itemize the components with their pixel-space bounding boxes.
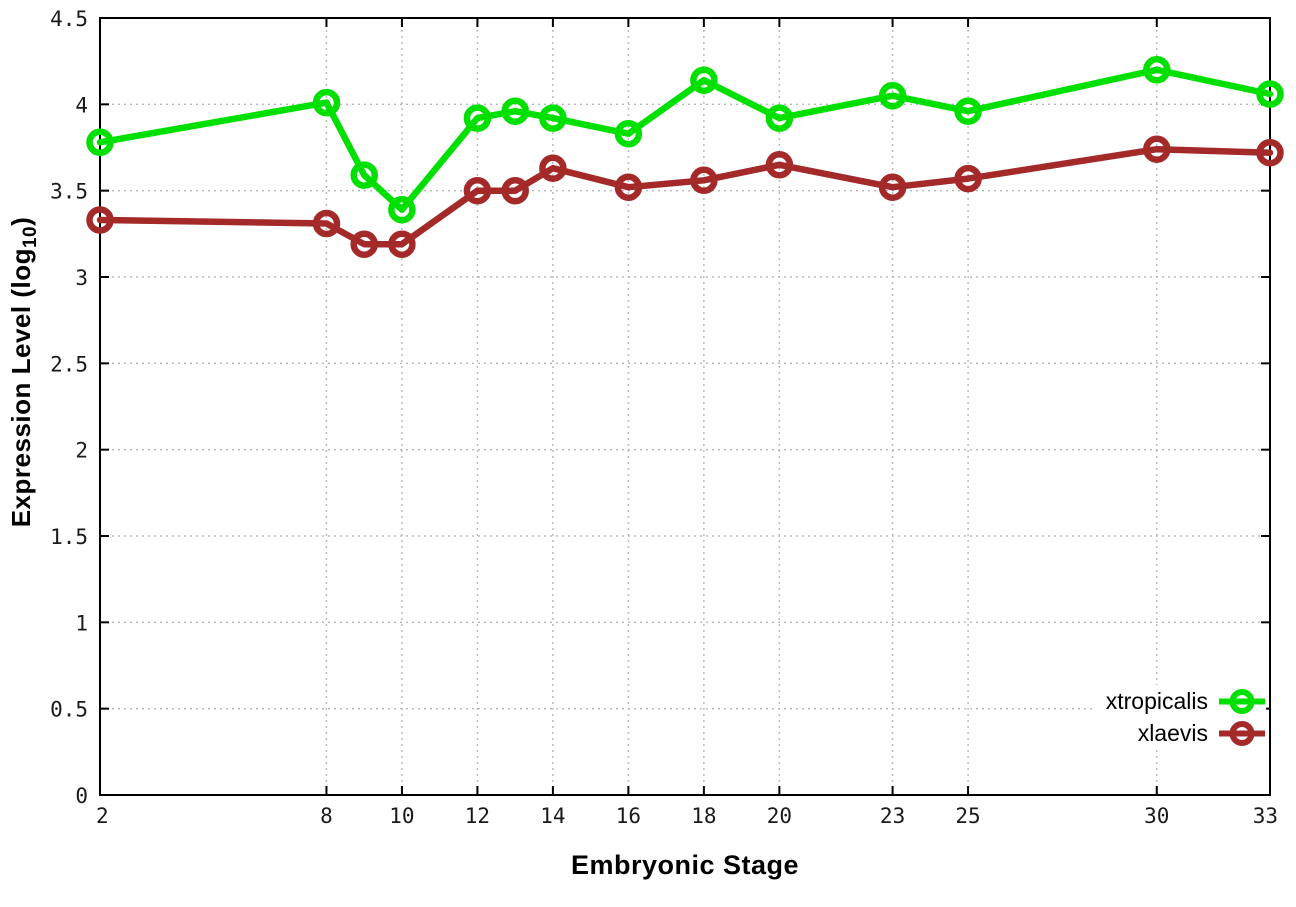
legend-marker-icon <box>1219 689 1265 714</box>
y-tick-label: 1 <box>75 611 88 635</box>
plot-border <box>99 17 1271 796</box>
data-point-marker <box>501 97 529 125</box>
legend: xtropicalis xlaevis <box>1091 685 1266 750</box>
series-xtropicalis <box>86 56 1284 224</box>
y-axis-title-suffix: ) <box>5 216 36 226</box>
x-tick-label: 2 <box>96 804 109 828</box>
data-point-marker <box>1143 56 1171 84</box>
y-tick-label: 0 <box>75 784 88 808</box>
legend-label: xlaevis <box>1137 720 1208 746</box>
y-tick-label: 3.5 <box>50 180 88 204</box>
data-point-marker <box>539 104 567 132</box>
data-point-marker <box>1143 135 1171 163</box>
series-line-xlaevis <box>96 145 1274 248</box>
data-point-marker <box>350 230 378 258</box>
x-tick-label: 16 <box>616 804 641 828</box>
data-point-marker <box>765 104 794 132</box>
gridlines <box>100 18 1270 795</box>
y-tick-label: 1.5 <box>50 525 88 549</box>
data-point-marker <box>312 88 341 117</box>
y-tick-label: 4 <box>75 93 88 117</box>
data-point-marker <box>690 166 718 195</box>
series-line-xtropicalis <box>96 66 1274 213</box>
data-point-marker <box>765 151 794 179</box>
data-point-marker <box>878 81 907 110</box>
data-point-marker <box>463 176 492 205</box>
y-tick-label: 2 <box>75 439 88 463</box>
data-point-marker <box>878 173 907 201</box>
data-point-marker <box>86 206 114 234</box>
legend-label: xtropicalis <box>1105 688 1208 714</box>
data-point-marker <box>1256 138 1284 167</box>
legend-row-xtropicalis: xtropicalis <box>1106 687 1266 716</box>
data-point-marker <box>954 97 982 125</box>
y-axis-title-subscript: 10 <box>20 225 42 249</box>
data-point-marker <box>690 66 718 94</box>
y-tick-label: 2.5 <box>50 352 88 376</box>
data-point-marker <box>539 154 567 182</box>
tick-marks <box>99 17 1271 796</box>
x-tick-label: 18 <box>691 804 716 828</box>
x-tick-label: 33 <box>1253 804 1278 828</box>
x-axis-tick-labels: 2 8 10 12 14 16 18 20 23 25 30 33 <box>96 804 1278 828</box>
x-axis-title: Embryonic Stage <box>570 850 800 880</box>
y-tick-label: 4.5 <box>50 7 88 31</box>
series-xlaevis <box>86 135 1284 258</box>
x-tick-label: 20 <box>767 804 792 828</box>
x-tick-label: 12 <box>465 804 490 828</box>
data-point-marker <box>954 164 982 193</box>
legend-marker-icon <box>1219 721 1265 746</box>
x-tick-label: 30 <box>1144 804 1169 828</box>
x-tick-label: 23 <box>880 804 905 828</box>
x-tick-label: 14 <box>540 804 565 828</box>
y-axis-tick-labels: 0 0.5 1 1.5 2 2.5 3 3.5 4 4.5 <box>50 7 88 808</box>
data-point-marker <box>86 128 114 157</box>
data-point-marker <box>312 209 341 238</box>
y-tick-label: 0.5 <box>50 698 88 722</box>
y-axis-title-text: Expression Level (log <box>5 248 36 528</box>
data-point-marker <box>388 230 416 258</box>
x-tick-label: 10 <box>389 804 414 828</box>
data-point-marker <box>388 195 416 224</box>
data-point-marker <box>614 173 643 201</box>
x-tick-label: 25 <box>955 804 980 828</box>
x-tick-label: 8 <box>320 804 333 828</box>
data-point-marker <box>350 161 378 189</box>
data-point-marker <box>614 119 643 148</box>
data-point-marker <box>1256 80 1284 108</box>
data-point-marker <box>463 104 492 132</box>
data-point-marker <box>501 176 529 205</box>
legend-row-xlaevis: xlaevis <box>1106 719 1266 748</box>
y-tick-label: 3 <box>75 266 88 290</box>
